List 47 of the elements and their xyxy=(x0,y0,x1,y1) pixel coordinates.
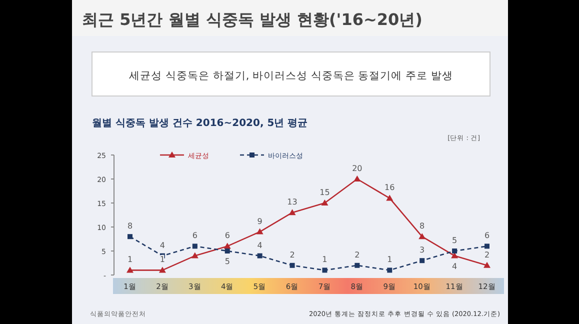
point xyxy=(192,244,198,249)
point xyxy=(484,262,490,268)
data-label: 4 xyxy=(160,240,165,250)
data-label: 8 xyxy=(420,222,425,231)
text: 세균성 식중독은 하절기, 바이러스성 식중독은 동절기에 주로 발생 xyxy=(129,70,453,82)
data-label: 2 xyxy=(290,250,295,260)
point xyxy=(386,194,394,201)
point xyxy=(158,266,166,273)
data-label: 1 xyxy=(322,255,328,264)
data-label: 9 xyxy=(257,216,262,226)
point xyxy=(321,200,328,206)
point xyxy=(418,233,426,240)
data-label: 5 xyxy=(452,236,458,245)
point xyxy=(354,176,361,182)
data-label: 5 xyxy=(224,257,230,266)
point xyxy=(484,244,490,249)
point xyxy=(322,268,328,273)
point xyxy=(452,248,458,254)
point xyxy=(387,268,392,273)
data-label: 15 xyxy=(320,188,330,197)
point xyxy=(354,262,360,268)
data-label: 1 xyxy=(127,255,133,264)
data-label: 4 xyxy=(452,262,458,271)
data-label: 2 xyxy=(354,250,360,260)
data-label: 13 xyxy=(287,198,298,207)
point xyxy=(257,253,262,258)
data-label: 8 xyxy=(127,222,133,231)
data-label: 6 xyxy=(224,231,230,240)
point xyxy=(420,258,425,264)
data-label: 6 xyxy=(484,231,490,240)
point xyxy=(256,228,264,234)
point xyxy=(288,209,296,216)
data-label: 20 xyxy=(352,164,362,173)
chart-subtitle: 월별 식중독 발생 건수 2016~2020, 5년 평균 xyxy=(92,118,308,129)
point xyxy=(191,252,198,258)
point xyxy=(126,266,134,273)
data-label: 2 xyxy=(484,250,490,260)
point xyxy=(224,242,231,249)
data-label: 1 xyxy=(387,255,392,264)
point xyxy=(128,234,132,240)
data-label: 4 xyxy=(257,240,262,250)
data-label: 16 xyxy=(384,183,395,192)
point xyxy=(290,262,295,268)
data-label: 6 xyxy=(192,231,198,240)
data-label: 3 xyxy=(420,246,425,255)
point xyxy=(224,248,230,254)
chart-title: 최근 5년간 월별 식중독 발생 현황('16~20년) xyxy=(82,10,422,29)
